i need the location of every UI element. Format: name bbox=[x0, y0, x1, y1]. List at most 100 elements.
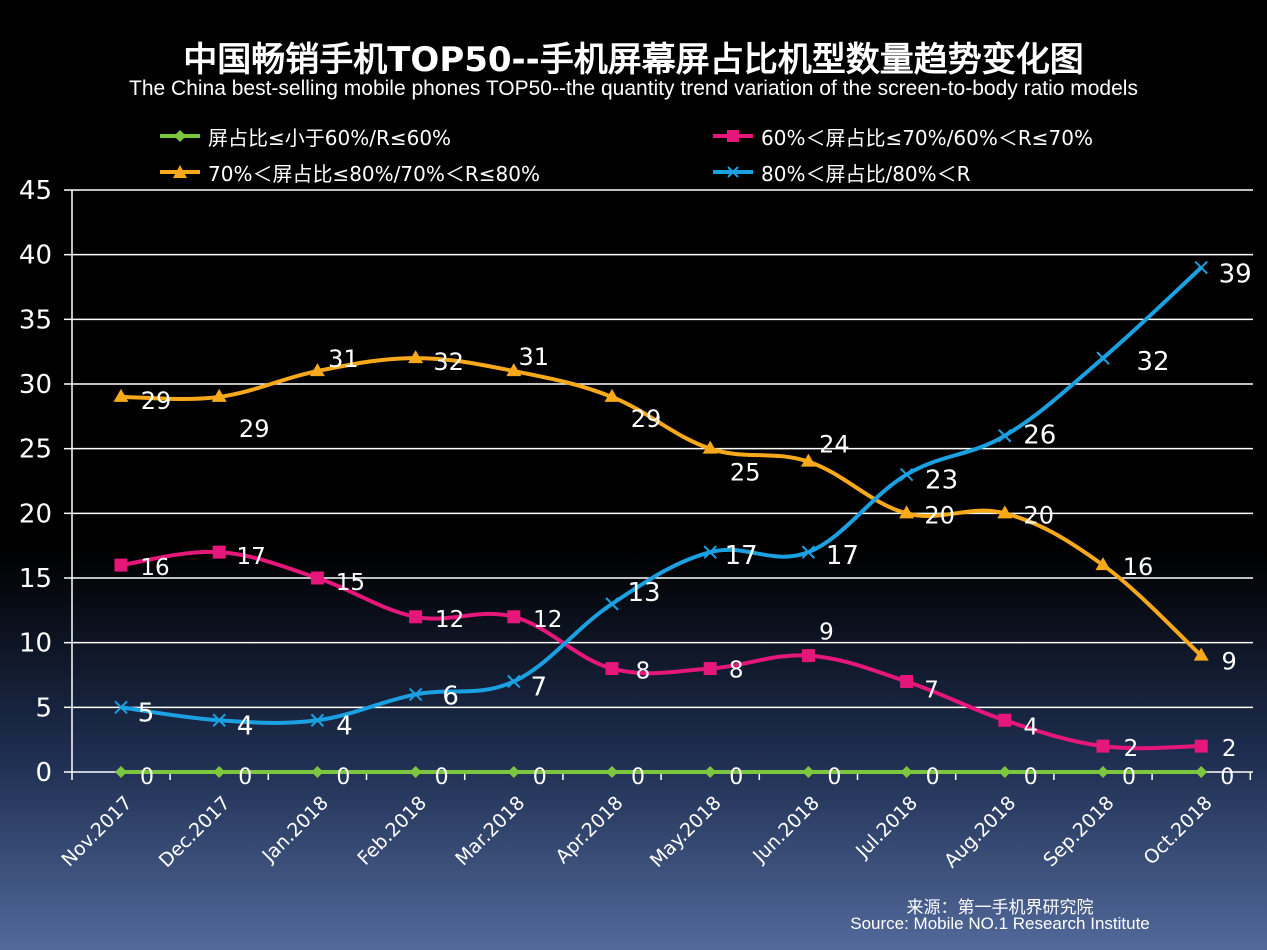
data-point-marker bbox=[115, 766, 127, 778]
x-tick-label: Feb.2018 bbox=[353, 792, 431, 870]
data-point-marker bbox=[506, 363, 522, 377]
y-tick-label: 45 bbox=[19, 176, 52, 206]
y-tick-label: 30 bbox=[19, 370, 52, 400]
data-point-marker bbox=[900, 766, 913, 778]
data-point-marker bbox=[900, 674, 914, 688]
y-tick-label: 0 bbox=[35, 758, 52, 788]
chart-subtitle: The China best-selling mobile phones TOP… bbox=[129, 77, 1138, 100]
legend-marker-square-icon bbox=[713, 130, 753, 142]
data-point-marker bbox=[800, 453, 816, 467]
x-tick-label: Jul.2018 bbox=[851, 792, 922, 863]
legend-label-70-80: 70%＜屏占比≤80%/70%＜R≤80% bbox=[208, 161, 540, 186]
data-point-marker bbox=[899, 505, 915, 519]
data-point-marker bbox=[507, 610, 521, 624]
y-tick-label: 25 bbox=[19, 435, 52, 465]
data-point-marker bbox=[212, 713, 226, 727]
legend-item-above-80: 80%＜屏占比/80%＜R bbox=[713, 160, 971, 186]
data-label: 16 bbox=[1123, 553, 1154, 581]
data-point-marker bbox=[310, 571, 324, 585]
data-label: 13 bbox=[627, 578, 660, 608]
data-label: 9 bbox=[819, 620, 834, 646]
data-label: 0 bbox=[729, 765, 743, 790]
x-tick-label: Dec.2017 bbox=[155, 792, 235, 872]
data-point-marker bbox=[605, 597, 619, 611]
data-point-marker bbox=[1095, 557, 1111, 571]
data-point-marker bbox=[1193, 647, 1209, 661]
x-tick-label: Jan.2018 bbox=[257, 792, 332, 867]
data-point-marker bbox=[998, 766, 1011, 778]
data-label: 0 bbox=[140, 765, 154, 790]
data-label: 0 bbox=[238, 765, 252, 790]
series-line bbox=[120, 549, 1202, 751]
data-point-marker bbox=[409, 766, 422, 778]
x-tick-label: Mar.2018 bbox=[451, 792, 529, 870]
data-point-marker bbox=[507, 674, 521, 689]
data-label: 29 bbox=[141, 387, 172, 415]
data-label: 17 bbox=[826, 541, 859, 571]
x-tick-label: Apr.2018 bbox=[551, 792, 627, 868]
data-point-marker bbox=[702, 440, 718, 454]
data-label: 0 bbox=[533, 765, 547, 790]
data-label: 0 bbox=[1024, 765, 1038, 790]
source-en: Source: Mobile NO.1 Research Institute bbox=[850, 914, 1150, 933]
data-label: 0 bbox=[435, 765, 449, 790]
y-tick-label: 15 bbox=[19, 564, 52, 594]
data-label: 32 bbox=[433, 348, 464, 376]
data-label: 15 bbox=[336, 570, 365, 596]
data-label: 25 bbox=[730, 459, 761, 487]
data-label: 9 bbox=[1222, 648, 1237, 676]
data-label: 32 bbox=[1136, 347, 1169, 377]
data-point-marker bbox=[408, 687, 423, 702]
data-label: 39 bbox=[1219, 260, 1252, 290]
data-point-marker bbox=[1096, 739, 1110, 753]
data-label: 26 bbox=[1023, 421, 1056, 451]
data-label: 20 bbox=[1024, 501, 1055, 529]
legend-marker-x-icon bbox=[713, 166, 753, 178]
data-point-marker bbox=[801, 649, 815, 663]
data-label: 8 bbox=[636, 659, 651, 685]
series-2: 29 29 31 32 31 29 25 24 20 20 16 9 bbox=[113, 343, 1237, 676]
series-line bbox=[120, 266, 1203, 725]
data-point-marker bbox=[213, 766, 226, 778]
legend-item-below-60: 屏占比≤小于60%/R≤60% bbox=[160, 124, 452, 150]
legend-item-70-80: 70%＜屏占比≤80%/70%＜R≤80% bbox=[160, 160, 540, 186]
data-point-marker bbox=[1194, 739, 1208, 753]
data-label: 0 bbox=[631, 765, 645, 790]
legend-label-above-80: 80%＜屏占比/80%＜R bbox=[761, 161, 971, 186]
data-label: 12 bbox=[533, 607, 562, 633]
legend-marker-diamond-icon bbox=[160, 130, 200, 142]
legend-item-60-70: 60%＜屏占比≤70%/60%＜R≤70% bbox=[713, 124, 1093, 150]
data-label: 29 bbox=[239, 415, 270, 443]
x-tick-label: May.2018 bbox=[646, 792, 726, 872]
legend-label-60-70: 60%＜屏占比≤70%/60%＜R≤70% bbox=[761, 125, 1093, 150]
data-point-marker bbox=[899, 467, 914, 482]
y-tick-label: 20 bbox=[19, 499, 52, 529]
data-point-marker bbox=[606, 766, 618, 778]
data-label: 24 bbox=[819, 431, 850, 459]
y-tick-label: 35 bbox=[19, 305, 52, 335]
data-point-marker bbox=[408, 350, 424, 364]
data-point-marker bbox=[998, 713, 1012, 727]
data-label: 29 bbox=[631, 405, 662, 433]
data-point-marker bbox=[1096, 351, 1110, 365]
data-label: 31 bbox=[328, 345, 359, 373]
data-point-marker bbox=[114, 700, 128, 715]
data-label: 31 bbox=[519, 343, 550, 371]
data-point-marker bbox=[997, 505, 1013, 519]
x-tick-label: Jun.2018 bbox=[748, 792, 824, 868]
legend-label-below-60: 屏占比≤小于60%/R≤60% bbox=[208, 125, 452, 150]
series-3: 5 4 4 6 7 13 17 17 23 26 32 39 bbox=[114, 260, 1252, 741]
data-point-marker bbox=[212, 545, 226, 559]
data-point-marker bbox=[507, 766, 520, 778]
data-label: 20 bbox=[924, 501, 955, 529]
data-label: 0 bbox=[1122, 765, 1136, 790]
data-label: 0 bbox=[827, 765, 841, 790]
data-point-marker bbox=[311, 766, 324, 778]
data-point-marker bbox=[114, 558, 128, 572]
series-0: 0 0 0 0 0 0 0 0 0 0 0 0 bbox=[115, 765, 1234, 790]
source-cn: 来源：第一手机界研究院 bbox=[906, 898, 1094, 917]
data-point-marker bbox=[703, 545, 717, 559]
data-label: 4 bbox=[237, 711, 254, 741]
x-tick-label: Sep.2018 bbox=[1039, 792, 1118, 871]
